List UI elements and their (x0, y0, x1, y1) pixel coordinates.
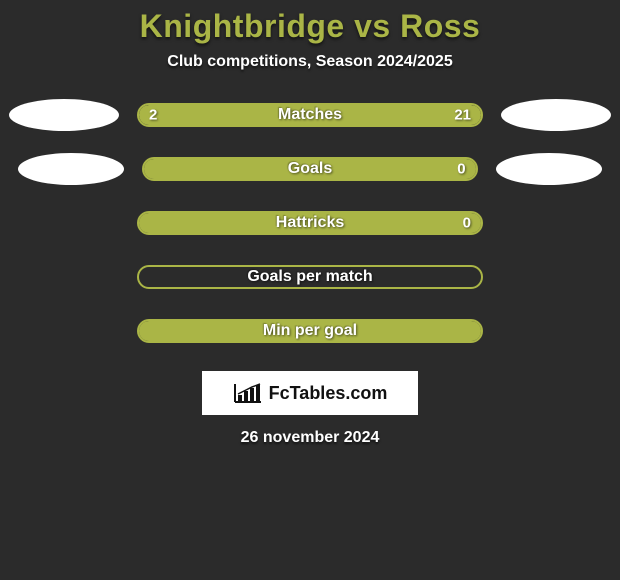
team-marker-left (18, 153, 124, 185)
team-marker-right (501, 99, 611, 131)
stat-label: Min per goal (263, 322, 357, 340)
stat-bar: 0 Hattricks (137, 211, 483, 235)
stat-value-right: 0 (463, 215, 471, 232)
spacer (501, 315, 611, 347)
chart-icon (233, 382, 263, 404)
stat-bar: Min per goal (137, 319, 483, 343)
stat-row: Min per goal (0, 315, 620, 347)
stat-bar: 2 21 Matches (137, 103, 483, 127)
stat-label: Matches (278, 106, 342, 124)
page-title: Knightbridge vs Ross (140, 8, 481, 45)
spacer (501, 261, 611, 293)
stat-label: Hattricks (276, 214, 344, 232)
stat-value-right: 0 (457, 161, 465, 178)
stat-row: 0 Hattricks (0, 207, 620, 239)
stat-label: Goals per match (247, 268, 372, 286)
stat-row: Goals per match (0, 261, 620, 293)
team-marker-left (9, 99, 119, 131)
brand-text: FcTables.com (269, 383, 388, 404)
stat-row: 0 Goals (0, 153, 620, 185)
stat-value-left: 2 (149, 107, 157, 124)
page-subtitle: Club competitions, Season 2024/2025 (167, 53, 452, 71)
team-marker-right (496, 153, 602, 185)
stat-row: 2 21 Matches (0, 99, 620, 131)
stat-bar: Goals per match (137, 265, 483, 289)
stat-rows: 2 21 Matches 0 Goals 0 Hattricks Goals per matc… (0, 99, 620, 347)
spacer (9, 261, 119, 293)
stat-value-right: 21 (454, 107, 471, 124)
brand-badge: FcTables.com (202, 371, 418, 415)
stat-label: Goals (288, 160, 332, 178)
comparison-infographic: Knightbridge vs Ross Club competitions, … (0, 0, 620, 447)
spacer (501, 207, 611, 239)
date-text: 26 november 2024 (241, 429, 380, 447)
spacer (9, 315, 119, 347)
stat-bar: 0 Goals (142, 157, 477, 181)
footer: FcTables.com 26 november 2024 (202, 371, 418, 447)
spacer (9, 207, 119, 239)
bar-fill-left (139, 105, 197, 125)
